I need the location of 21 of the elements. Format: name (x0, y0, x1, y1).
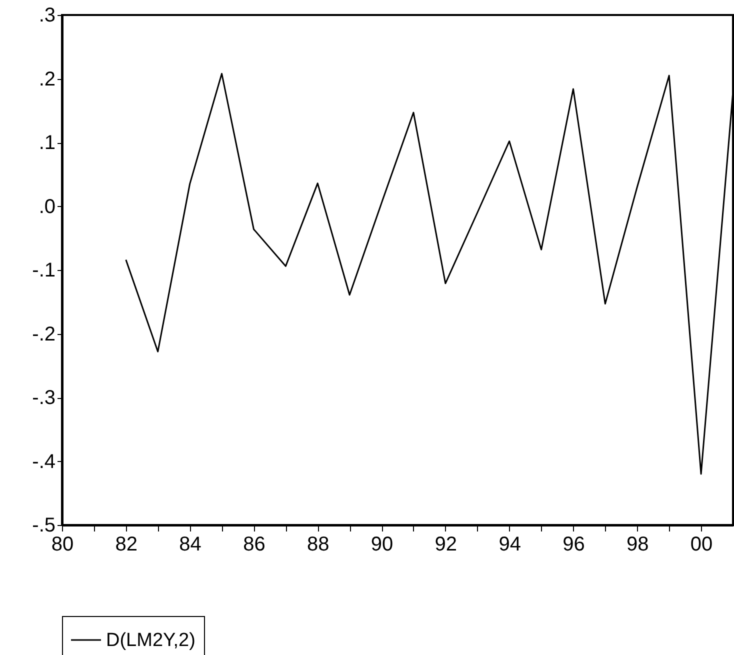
x-tick-label: 92 (434, 534, 458, 556)
x-tick-label: 94 (498, 534, 521, 556)
y-tick-label: -.5 (32, 514, 56, 536)
y-tick-label: -.1 (32, 260, 56, 282)
x-tick-label: 96 (562, 534, 585, 556)
y-tick-label: .3 (38, 4, 56, 26)
y-tick-label: .1 (38, 132, 56, 154)
x-tick-label: 90 (370, 534, 394, 556)
legend-label: D(LM2Y,2) (106, 630, 196, 651)
y-tick-label: .2 (38, 68, 56, 90)
x-tick-label: 88 (306, 534, 330, 556)
y-tick-label: .0 (38, 196, 56, 218)
x-tick-label: 86 (243, 534, 266, 556)
x-tick-label: 84 (179, 534, 202, 556)
x-tick-label: 98 (626, 534, 649, 556)
x-tick-label: 00 (690, 534, 713, 556)
x-tick-label: 82 (115, 534, 138, 556)
y-tick-label: -.4 (32, 450, 56, 473)
y-tick-label: -.2 (32, 323, 56, 346)
y-tick-label: -.3 (32, 387, 56, 409)
x-tick-label: 80 (51, 534, 74, 556)
